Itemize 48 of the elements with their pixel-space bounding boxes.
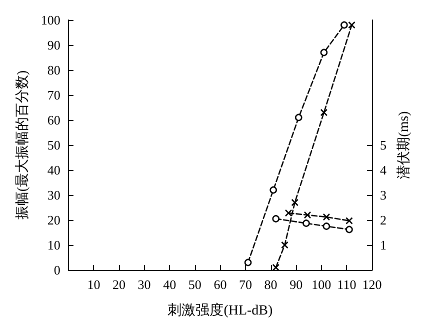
x-tick-label: 30 (138, 277, 151, 292)
point (346, 226, 353, 234)
x-tick-label: 50 (188, 277, 202, 292)
x-axis-title: 刺激强度(HL-dB) (168, 302, 274, 318)
point (322, 222, 330, 230)
y2-tick-label: 5 (380, 138, 386, 152)
y-axis-title: 振幅(最大振幅的百分数) (14, 70, 30, 220)
x-tick-label: 70 (239, 277, 252, 292)
point (304, 211, 312, 219)
point (281, 241, 288, 249)
point (270, 186, 277, 194)
x-tick-label: 10 (87, 277, 100, 292)
point (302, 220, 310, 227)
y-tick-label: 80 (47, 62, 60, 78)
y-tick-label: 40 (47, 162, 60, 178)
x-tick-label: 20 (112, 277, 126, 292)
y-tick-label: 30 (47, 188, 60, 202)
y2-axis-title: 潜伏期(ms) (396, 110, 412, 179)
y-tick-label: 70 (47, 88, 60, 102)
y2-tick-label: 3 (380, 188, 386, 202)
y-tick-label: 0 (54, 262, 60, 278)
point (291, 198, 298, 206)
point (346, 217, 353, 224)
point (272, 215, 280, 222)
y-tick-label: 10 (47, 238, 60, 252)
point (244, 258, 252, 266)
point (322, 213, 330, 221)
point (348, 21, 356, 29)
y-tick-label: 90 (47, 38, 60, 52)
y-tick-label: 50 (47, 138, 60, 152)
point (284, 209, 292, 217)
point (294, 114, 302, 122)
point (340, 21, 348, 29)
x-tick-label: 40 (163, 277, 176, 292)
point (320, 48, 328, 56)
y2-tick-label: 4 (380, 162, 387, 178)
y-tick-label: 60 (47, 112, 60, 128)
x-tick-label: 120 (362, 277, 382, 292)
y2-tick-label: 1 (380, 238, 386, 252)
x-tick-label: 60 (214, 277, 227, 292)
x-tick-label: 80 (264, 277, 278, 292)
x-tick-label: 90 (290, 277, 303, 292)
y2-tick-label: 2 (380, 212, 386, 228)
x-tick-label: 100 (312, 277, 332, 292)
x-tick-label: 110 (337, 277, 356, 292)
y-tick-label: 20 (47, 212, 60, 228)
y-tick-label: 100 (40, 12, 60, 28)
point (320, 108, 328, 116)
